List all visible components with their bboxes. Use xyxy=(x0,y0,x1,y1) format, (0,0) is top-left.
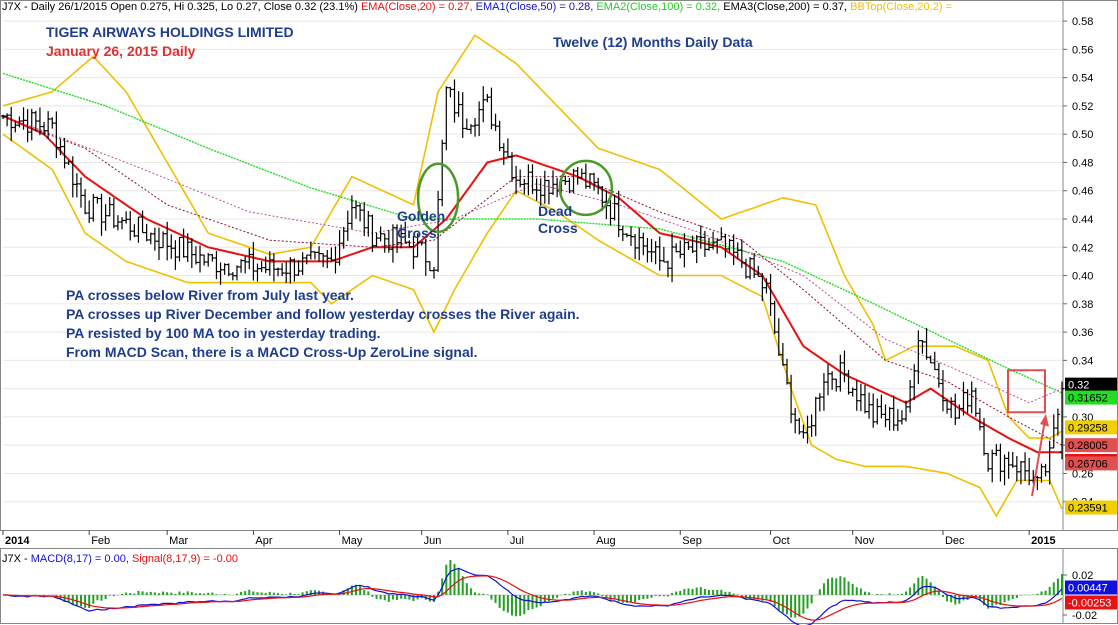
ema50-header: EMA1(Close,50) = 0.28, xyxy=(475,1,594,13)
price-header: J7X - Daily 26/1/2015 Open 0.275, Hi 0.3… xyxy=(2,1,358,13)
signal-value: Signal(8,17,9) = -0.00 xyxy=(131,553,239,565)
y-tick-label: 0.46 xyxy=(1072,186,1093,198)
x-tick-label: 2014 xyxy=(5,535,30,547)
price-tag: 0.32 xyxy=(1065,377,1117,392)
x-tick-label: Mar xyxy=(169,535,188,547)
golden-cross-line1: Golden xyxy=(397,208,446,224)
y-tick-label: 0.52 xyxy=(1072,101,1093,113)
price-tag-text: 0.32 xyxy=(1068,380,1089,392)
date-title: January 26, 2015 Daily xyxy=(46,43,196,59)
price-tag-text: 0.28005 xyxy=(1068,440,1108,452)
y-tick-label: 0.56 xyxy=(1072,44,1093,56)
price-tag: 0.23591 xyxy=(1065,500,1117,515)
x-tick-label: Dec xyxy=(945,535,965,547)
ema20-header: EMA(Close,20) = 0.27, xyxy=(360,1,473,13)
y-tick-label: 0.42 xyxy=(1072,242,1093,254)
y-tick-label: 0.50 xyxy=(1072,129,1093,141)
bollinger-top-line xyxy=(2,34,1063,439)
y-tick-label: 0.44 xyxy=(1072,214,1093,226)
price-tag-bg xyxy=(1065,377,1117,392)
note-line: PA crosses up River December and follow … xyxy=(66,306,580,322)
dead-cross-label: Dead Cross xyxy=(538,203,578,237)
x-tick-label: Jun xyxy=(424,535,442,547)
price-tag-text: 0.29258 xyxy=(1068,422,1108,434)
golden-cross-circle xyxy=(416,162,460,234)
dead-cross-circle xyxy=(558,159,614,217)
note-line: PA crosses below River from July last ye… xyxy=(66,287,354,303)
chart-header: J7X - Daily 26/1/2015 Open 0.275, Hi 0.3… xyxy=(2,1,952,13)
x-tick-label: Apr xyxy=(255,535,272,547)
dead-cross-line1: Dead xyxy=(538,203,573,219)
y-tick-label: 0.58 xyxy=(1072,16,1093,28)
price-tag-bg xyxy=(1065,500,1117,515)
analysis-notes: PA crosses below River from July last ye… xyxy=(66,286,626,362)
company-title: TIGER AIRWAYS HOLDINGS LIMITED xyxy=(46,24,294,40)
macd-tag-text: 0.00447 xyxy=(1068,583,1108,595)
price-tag-bg xyxy=(1065,420,1117,435)
x-tick-label: Jul xyxy=(510,535,524,547)
x-tick-label: Feb xyxy=(91,535,110,547)
macd-y-tick-label: -0.02 xyxy=(1072,610,1097,622)
macd-tag-text: -0.00253 xyxy=(1068,598,1111,610)
x-tick-label: Oct xyxy=(773,535,790,547)
subtitle: Twelve (12) Months Daily Data xyxy=(553,34,753,50)
price-panel-frame xyxy=(0,0,1118,531)
bb-header: BBTop(Close,20,2) = xyxy=(850,1,952,13)
y-tick-label: 0.48 xyxy=(1072,157,1093,169)
price-tag-text: 0.23591 xyxy=(1068,503,1108,515)
x-tick-label: Aug xyxy=(596,535,616,547)
x-tick-label: 2015 xyxy=(1031,535,1055,547)
x-tick-label: Nov xyxy=(855,535,875,547)
note-line: PA resisted by 100 MA too in yesterday t… xyxy=(66,325,381,341)
bollinger-bottom-line xyxy=(2,133,1063,518)
x-tick-label: May xyxy=(342,535,363,547)
note-line: From MACD Scan, there is a MACD Cross-Up… xyxy=(66,344,478,360)
dead-cross-line2: Cross xyxy=(538,220,578,236)
price-tag: 0.26706 xyxy=(1065,456,1117,471)
breakout-box xyxy=(1007,369,1046,414)
price-tag-bg xyxy=(1065,390,1117,405)
y-tick-label: 0.34 xyxy=(1072,355,1093,367)
ema20-line xyxy=(2,114,1062,454)
golden-cross-label: Golden Cross xyxy=(397,208,445,242)
macd-tag-bg xyxy=(1065,580,1117,595)
ema100-header: EMA2(Close,100) = 0.32, xyxy=(596,1,721,13)
signal-line xyxy=(3,575,1063,621)
ema200-header: EMA3(Close,200) = 0.37, xyxy=(723,1,848,13)
ema200-line xyxy=(2,72,1063,394)
y-tick-label: 0.26 xyxy=(1072,468,1093,480)
price-tag-text: 0.26706 xyxy=(1068,458,1108,470)
breakout-arrow xyxy=(1031,419,1046,497)
price-tag-text: 0.31652 xyxy=(1068,393,1108,405)
breakout-arrowhead xyxy=(1040,414,1049,427)
macd-y-tick-label: 0.02 xyxy=(1072,570,1093,582)
price-tag: 0.28005 xyxy=(1065,438,1117,453)
price-tag-bg xyxy=(1065,438,1117,453)
macd-header: J7X - MACD(8,17) = 0.00, Signal(8,17,9) … xyxy=(2,553,238,565)
macd-tag-bg xyxy=(1065,595,1117,610)
price-tag: 0.31652 xyxy=(1065,390,1117,405)
y-tick-label: 0.36 xyxy=(1072,327,1093,339)
macd-prefix: J7X - xyxy=(2,553,28,565)
golden-cross-line2: Cross xyxy=(397,225,437,241)
price-tag-bg xyxy=(1065,456,1117,471)
macd-value: MACD(8,17) = 0.00, xyxy=(30,553,129,565)
y-tick-label: 0.38 xyxy=(1072,299,1093,311)
price-tag: 0.29258 xyxy=(1065,420,1117,435)
y-tick-label: 0.54 xyxy=(1072,73,1093,85)
x-tick-label: Sep xyxy=(682,535,702,547)
y-tick-label: 0.40 xyxy=(1072,271,1093,283)
